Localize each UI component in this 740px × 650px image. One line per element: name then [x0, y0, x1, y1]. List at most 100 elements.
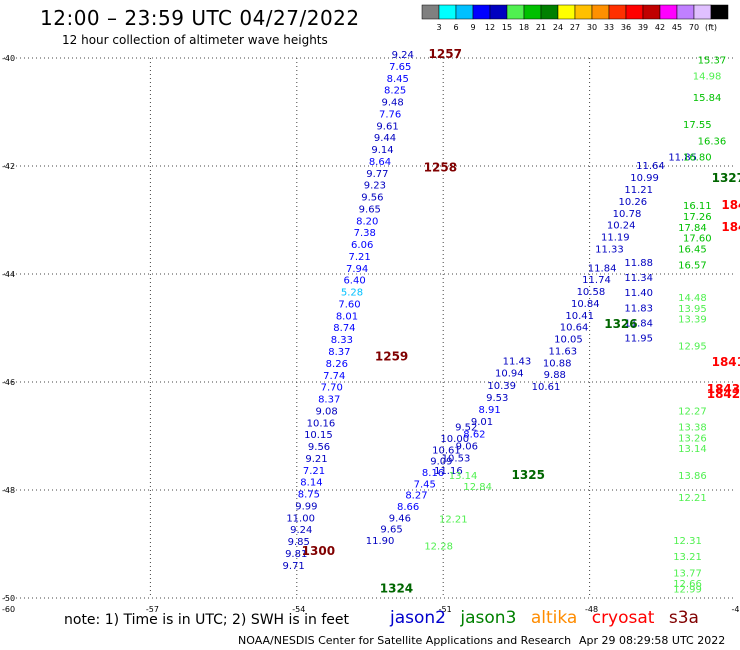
wave-height-point: 10.41: [565, 311, 594, 322]
wave-height-point: 8.37: [318, 395, 340, 406]
wave-height-point: 8.14: [300, 478, 322, 489]
colorbar-tick-label: 36: [621, 23, 631, 32]
legend-altika: altika: [530, 608, 578, 628]
wave-height-point: 11.34: [624, 273, 653, 284]
wave-height-point: 10.16: [307, 418, 336, 429]
wave-height-point: 9.44: [374, 133, 396, 144]
wave-height-point: 17.84: [678, 223, 707, 234]
data-layer: 9.247.658.458.259.487.769.619.449.148.64…: [283, 47, 740, 596]
wave-height-point: 8.27: [405, 491, 427, 502]
colorbar-swatch: [438, 4, 457, 20]
colorbar-tick-label: 45: [672, 23, 682, 32]
colorbar-swatch: [574, 4, 593, 20]
wave-height-point: 15.84: [693, 93, 722, 104]
wave-height-point: 16.80: [683, 153, 712, 164]
wave-height-point: 10.24: [607, 221, 636, 232]
wave-height-point: 12.28: [424, 541, 453, 552]
wave-height-point: 13.26: [678, 433, 707, 444]
wave-height-point: 11.33: [595, 244, 624, 255]
wave-height-point: 11.19: [601, 233, 630, 244]
colorbar-tick-label: 70: [689, 23, 699, 32]
wave-height-point: 11.90: [366, 536, 395, 547]
wave-height-point: 10.15: [304, 430, 333, 441]
wave-height-point: 9.52: [455, 423, 477, 434]
wave-height-point: 11.43: [503, 356, 532, 367]
wave-height-point: 10.88: [543, 358, 572, 369]
wave-height-point: 5.28: [341, 288, 363, 299]
colorbar-tick-label: 39: [638, 23, 648, 32]
wave-height-point: 10.78: [613, 209, 642, 220]
wave-height-point: 8.37: [328, 347, 350, 358]
wave-height-point: 10.61: [432, 445, 461, 456]
wave-height-point: 8.20: [356, 216, 378, 227]
wave-height-point: 10.64: [560, 323, 589, 334]
y-tick-label: -40: [2, 54, 15, 63]
wave-height-point: 8.25: [384, 86, 406, 97]
axis-tick-labels: -57 -54 -51 -48 -45 -40 -42 -44 -46 -48 -50 -60: [2, 54, 740, 614]
wave-height-point: 9.08: [316, 406, 338, 417]
colorbar-tick-label: 18: [519, 23, 529, 32]
wave-height-point: 9.56: [361, 193, 383, 204]
wave-height-point: 9.21: [305, 454, 327, 465]
wave-height-point: 10.26: [619, 197, 648, 208]
wave-height-point: 10.05: [554, 335, 583, 346]
wave-height-point: 9.24: [290, 525, 312, 536]
wave-height-point: 13.86: [678, 471, 707, 482]
track-label-jason3: 1326: [604, 317, 637, 331]
wave-height-point: 16.11: [683, 201, 712, 212]
wave-height-point: 9.65: [359, 204, 381, 215]
legend-s3a: s3a: [668, 608, 699, 628]
colorbar-tick-label: 33: [604, 23, 614, 32]
wave-height-point: 7.70: [321, 383, 343, 394]
colorbar-tick-label: 15: [502, 23, 512, 32]
pass-label: 1258: [424, 160, 457, 174]
wave-height-point: 7.76: [379, 109, 401, 120]
wave-height-point: 12.21: [439, 514, 468, 525]
wave-height-point: 16.36: [698, 136, 727, 147]
wave-height-point: 11.63: [549, 346, 578, 357]
x-tick-label: -54: [292, 605, 305, 614]
y-tick-label: -48: [2, 486, 15, 495]
wave-height-point: 12.66: [673, 579, 702, 590]
wave-height-point: 13.14: [449, 471, 478, 482]
wave-height-point: 10.00: [440, 434, 469, 445]
wave-height-point: 10.53: [442, 454, 471, 465]
wave-height-point: 8.66: [397, 502, 419, 513]
track-label-cryosat: 184: [721, 198, 740, 212]
wave-height-point: 9.23: [364, 181, 386, 192]
wave-height-point: 10.99: [630, 173, 659, 184]
track-label-cryosat: 184: [721, 220, 740, 234]
wave-height-point: 9.46: [389, 513, 411, 524]
wave-height-point: 12.21: [678, 493, 707, 504]
y-tick-label: -42: [2, 162, 15, 171]
legend-cryosat: cryosat: [591, 608, 655, 628]
colorbar-swatch: [642, 4, 661, 20]
wave-height-point: 14.98: [693, 72, 722, 83]
colorbar-swatch: [506, 4, 525, 20]
colorbar-swatch: [676, 4, 695, 20]
pass-label: 1257: [429, 47, 462, 61]
wave-height-point: 15.37: [698, 55, 727, 66]
wave-height-point: 9.99: [295, 501, 317, 512]
track-label-jason3: 1327: [712, 171, 740, 185]
colorbar-tick-label: 9: [470, 23, 475, 32]
footer-note: note: 1) Time is in UTC; 2) SWH is in fe…: [64, 612, 350, 628]
wave-height-point: 16.57: [678, 261, 707, 272]
y-tick-label: -44: [2, 270, 15, 279]
wave-height-point: 8.01: [336, 311, 358, 322]
wave-height-point: 11.84: [588, 263, 617, 274]
wave-height-point: 9.53: [486, 393, 508, 404]
wave-height-point: 8.62: [463, 429, 485, 440]
wave-height-point: 12.31: [673, 536, 702, 547]
wave-height-point: 12.27: [678, 406, 707, 417]
wave-height-point: 9.24: [392, 50, 414, 61]
colorbar-tick-label: 24: [553, 23, 563, 32]
wave-height-point: 8.75: [298, 490, 320, 501]
wave-height-point: 8.26: [326, 359, 348, 370]
wave-height-point: 17.26: [683, 212, 712, 223]
pass-label: 1259: [375, 349, 408, 363]
wave-height-point: 7.21: [349, 252, 371, 263]
wave-height-point: 9.01: [471, 417, 493, 428]
wave-height-point: 11.40: [624, 288, 653, 299]
satellite-legend: jason2 jason3 altika cryosat s3a: [390, 608, 708, 628]
